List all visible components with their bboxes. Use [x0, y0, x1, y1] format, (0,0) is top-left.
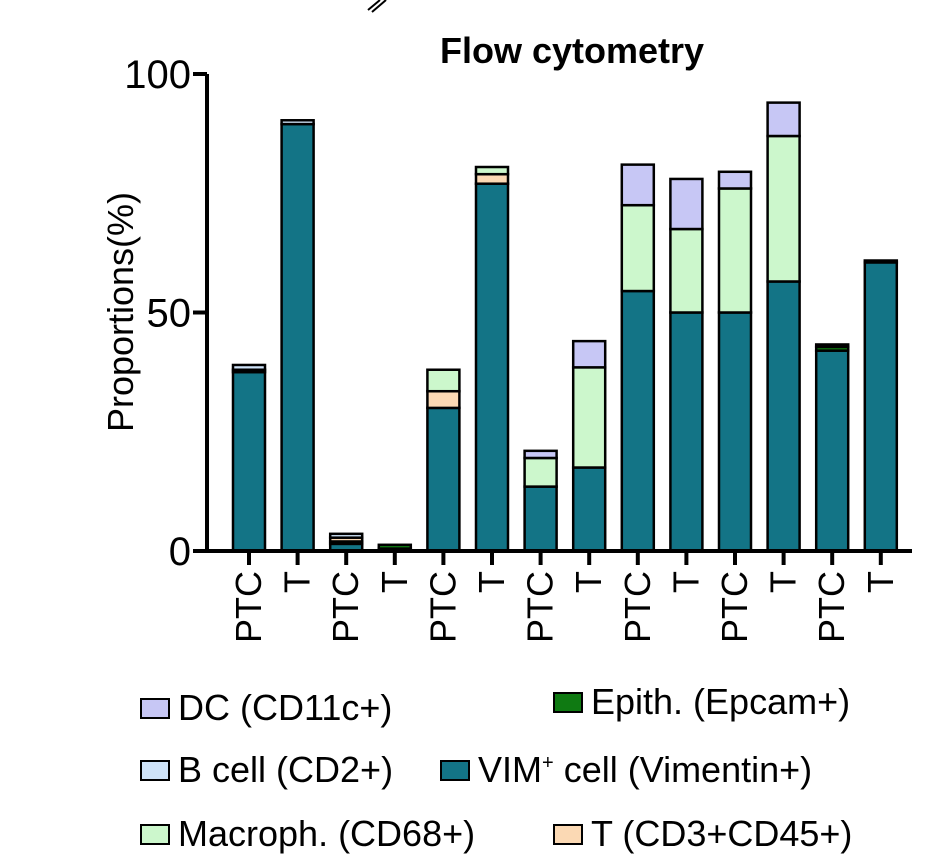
- bar-segment-1-5: [426, 406, 461, 553]
- bar-segment-1-12: [766, 280, 801, 553]
- x-tick-label-4: T: [374, 571, 415, 593]
- x-tick-label-13: PTC: [811, 571, 852, 643]
- bar-segment-5-13: [814, 343, 850, 349]
- bar-segment-6-8: [571, 339, 607, 369]
- x-tick-label-2: T: [277, 571, 318, 593]
- legend-label-2: Epith. (Epcam+): [591, 681, 851, 722]
- legend-item-3: B cell (CD2+): [140, 752, 393, 788]
- x-tick-label-6: T: [471, 571, 512, 593]
- x-tick-label-5: PTC: [422, 571, 463, 643]
- legend-label-4: VIM+ cell (Vimentin+): [478, 749, 813, 790]
- bar-segment-4-7: [523, 456, 558, 488]
- bar-segment-1-13: [814, 349, 850, 553]
- bar-segment-6-11: [717, 170, 753, 190]
- bar-segment-6-9: [620, 163, 656, 207]
- bar-segment-5-14: [863, 259, 899, 264]
- x-tick-label-11: PTC: [714, 571, 755, 643]
- legend-item-4: VIM+ cell (Vimentin+): [440, 752, 812, 788]
- bar-segment-3-6: [474, 172, 510, 185]
- y-tick-label-1: 0: [169, 530, 191, 574]
- legend-swatch-5: [140, 823, 170, 845]
- bar-segment-5-3: [328, 532, 364, 539]
- bar-segment-4-10: [669, 227, 704, 314]
- bar-segment-6-7: [523, 449, 558, 460]
- x-tick-label-9: PTC: [617, 571, 658, 643]
- bar-segment-6-10: [669, 177, 704, 231]
- bar-segment-1-2: [280, 122, 315, 553]
- decorative-stroke: [367, 0, 387, 13]
- bar-segment-4-6: [474, 165, 510, 176]
- y-tick-label-3: 100: [124, 53, 191, 97]
- bar-segment-1-11: [717, 311, 753, 553]
- x-tick-label-1: PTC: [228, 571, 269, 643]
- bar-segment-1-14: [863, 261, 899, 553]
- bar-segment-4-12: [766, 134, 801, 283]
- bar-segment-4-8: [571, 366, 607, 469]
- legend-item-2: Epith. (Epcam+): [553, 684, 850, 720]
- bar-segment-1-10: [669, 311, 704, 553]
- legend-swatch-2: [553, 691, 583, 713]
- bar-segment-2-4: [377, 543, 413, 550]
- legend-label-5: Macroph. (CD68+): [178, 813, 476, 854]
- legend-label-6: T (CD3+CD45+): [591, 813, 853, 854]
- bar-segment-6-12: [766, 101, 801, 138]
- x-tick-label-8: T: [568, 571, 609, 593]
- bar-segment-1-1: [231, 370, 267, 553]
- bar-segment-1-7: [523, 485, 558, 553]
- bar-segment-4-11: [717, 187, 753, 314]
- legend-swatch-1: [140, 697, 170, 719]
- chart-title: Flow cytometry: [440, 30, 704, 71]
- x-tick-label-14: T: [860, 571, 901, 593]
- legend-swatch-4: [440, 759, 470, 781]
- x-tick-label-12: T: [763, 571, 804, 593]
- bar-segment-4-9: [620, 203, 656, 293]
- legend-item-5: Macroph. (CD68+): [140, 816, 475, 852]
- legend-item-6: T (CD3+CD45+): [553, 816, 852, 852]
- bar-segment-5-1: [231, 363, 267, 371]
- legend-label-1: DC (CD11c+): [178, 687, 393, 728]
- legend-item-1: DC (CD11c+): [140, 690, 392, 726]
- bar-segment-5-2: [280, 119, 315, 126]
- legend-swatch-6: [553, 823, 583, 845]
- x-tick-label-7: PTC: [520, 571, 561, 643]
- x-tick-label-10: T: [665, 571, 706, 593]
- bar-segment-4-5: [426, 368, 461, 393]
- bar-segment-1-9: [620, 289, 656, 553]
- bar-segment-3-5: [426, 389, 461, 410]
- stacked-bar-chart: Flow cytometry Proportions(%) 0 50 100 PTC T…: [100, 0, 912, 643]
- y-tick-label-2: 50: [147, 292, 192, 336]
- x-tick-label-3: PTC: [325, 571, 366, 643]
- bar-segment-1-6: [474, 182, 510, 553]
- legend-label-3: B cell (CD2+): [178, 749, 394, 790]
- legend-swatch-3: [140, 759, 170, 781]
- y-axis-label: Proportions(%): [100, 192, 141, 432]
- bar-segment-1-8: [571, 466, 607, 553]
